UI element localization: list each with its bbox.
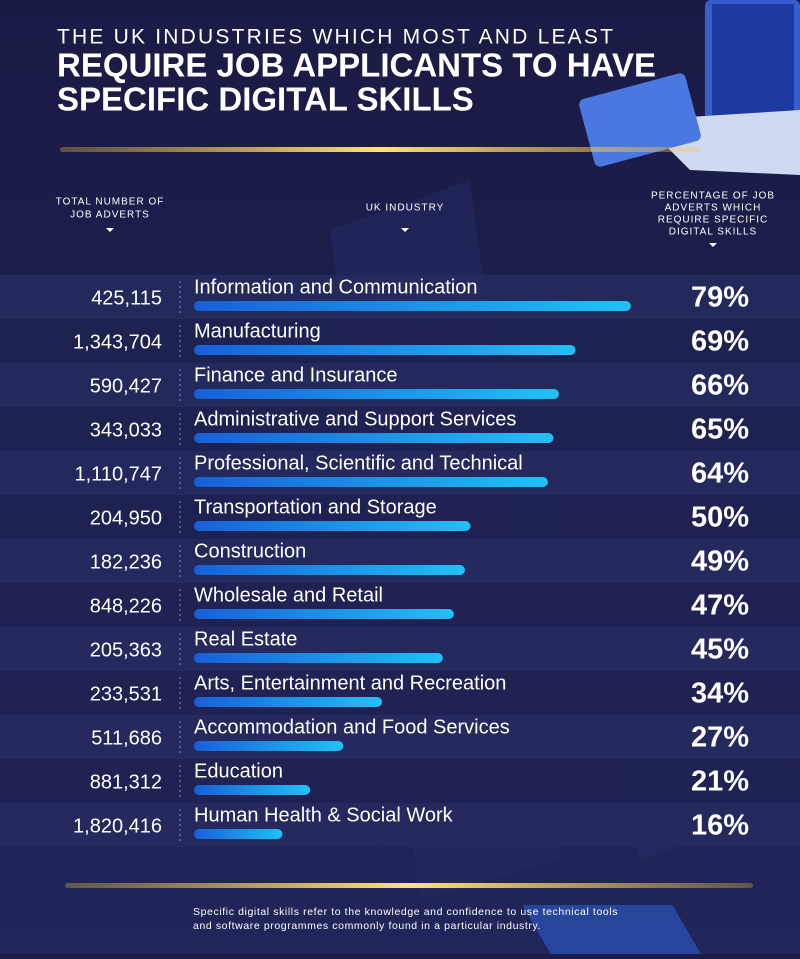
advert-count: 1,820,416 xyxy=(73,815,162,837)
decoration xyxy=(522,905,701,954)
row-band xyxy=(0,363,800,407)
value-label: 50% xyxy=(691,502,749,534)
bar xyxy=(194,829,283,839)
divider xyxy=(60,147,700,152)
category-label: Administrative and Support Services xyxy=(194,408,516,430)
row-band xyxy=(0,583,800,627)
bar xyxy=(194,697,383,707)
advert-count: 511,686 xyxy=(91,727,162,749)
value-label: 21% xyxy=(691,766,749,798)
footnote: Specific digital skills refer to the kno… xyxy=(193,906,618,918)
advert-count: 590,427 xyxy=(90,375,162,397)
row-band xyxy=(0,275,800,319)
advert-count: 233,531 xyxy=(90,683,162,705)
bar xyxy=(194,785,311,795)
advert-count: 204,950 xyxy=(90,507,162,529)
bar xyxy=(194,609,454,619)
value-label: 16% xyxy=(691,810,749,842)
column-header: JOB ADVERTS xyxy=(70,210,150,221)
advert-count: 1,110,747 xyxy=(75,463,163,485)
laptop-illustration xyxy=(579,0,800,175)
category-label: Arts, Entertainment and Recreation xyxy=(194,672,506,694)
row-band xyxy=(0,671,800,715)
row-band xyxy=(0,759,800,803)
value-label: 47% xyxy=(691,590,749,622)
advert-count: 1,343,704 xyxy=(73,331,162,353)
column-header: PERCENTAGE OF JOB xyxy=(651,191,775,202)
advert-count: 205,363 xyxy=(90,639,162,661)
bar xyxy=(194,433,554,443)
advert-count: 182,236 xyxy=(90,551,162,573)
bar xyxy=(194,741,344,751)
value-label: 69% xyxy=(691,326,749,358)
category-label: Information and Communication xyxy=(194,276,477,298)
subtitle: REQUIRE JOB APPLICANTS TO HAVE xyxy=(57,47,656,84)
value-label: 66% xyxy=(691,370,749,402)
column-header: ADVERTS WHICH xyxy=(665,203,762,214)
value-label: 49% xyxy=(691,546,749,578)
title: THE UK INDUSTRIES WHICH MOST AND LEAST xyxy=(57,26,615,49)
row-band xyxy=(0,715,800,759)
category-label: Finance and Insurance xyxy=(194,364,397,386)
advert-count: 881,312 xyxy=(90,771,162,793)
category-label: Human Health & Social Work xyxy=(194,804,454,826)
arrow xyxy=(106,228,114,232)
value-label: 65% xyxy=(691,414,749,446)
column-header: DIGITAL SKILLS xyxy=(669,227,757,238)
advert-count: 343,033 xyxy=(90,419,162,441)
value-label: 34% xyxy=(691,678,749,710)
category-label: Real Estate xyxy=(194,628,297,650)
footnote: and software programmes commonly found i… xyxy=(193,920,541,932)
row-band xyxy=(0,495,800,539)
advert-count: 848,226 xyxy=(90,595,162,617)
value-label: 27% xyxy=(691,722,749,754)
value-label: 79% xyxy=(691,282,749,314)
bar xyxy=(194,301,631,311)
category-label: Wholesale and Retail xyxy=(194,584,383,606)
bar xyxy=(194,521,471,531)
bar xyxy=(194,345,576,355)
divider xyxy=(65,883,753,888)
row-band xyxy=(0,539,800,583)
row-band xyxy=(0,319,800,363)
category-label: Professional, Scientific and Technical xyxy=(194,452,523,474)
column-header: UK INDUSTRY xyxy=(366,203,445,214)
column-header: TOTAL NUMBER OF xyxy=(56,197,165,208)
category-label: Transportation and Storage xyxy=(194,496,437,518)
bar xyxy=(194,389,559,399)
value-label: 64% xyxy=(691,458,749,490)
row-band xyxy=(0,407,800,451)
category-label: Education xyxy=(194,760,283,782)
bar xyxy=(194,477,548,487)
subtitle: SPECIFIC DIGITAL SKILLS xyxy=(57,81,474,118)
column-header: REQUIRE SPECIFIC xyxy=(658,215,768,226)
advert-count: 425,115 xyxy=(91,287,162,309)
bar xyxy=(194,565,465,575)
category-label: Manufacturing xyxy=(194,320,321,342)
value-label: 45% xyxy=(691,634,749,666)
category-label: Construction xyxy=(194,540,306,562)
arrow xyxy=(709,243,717,247)
arrow xyxy=(401,228,409,232)
bar xyxy=(194,653,443,663)
row-band xyxy=(0,627,800,671)
category-label: Accommodation and Food Services xyxy=(194,716,510,738)
row-band xyxy=(0,451,800,495)
row-band xyxy=(0,803,800,847)
